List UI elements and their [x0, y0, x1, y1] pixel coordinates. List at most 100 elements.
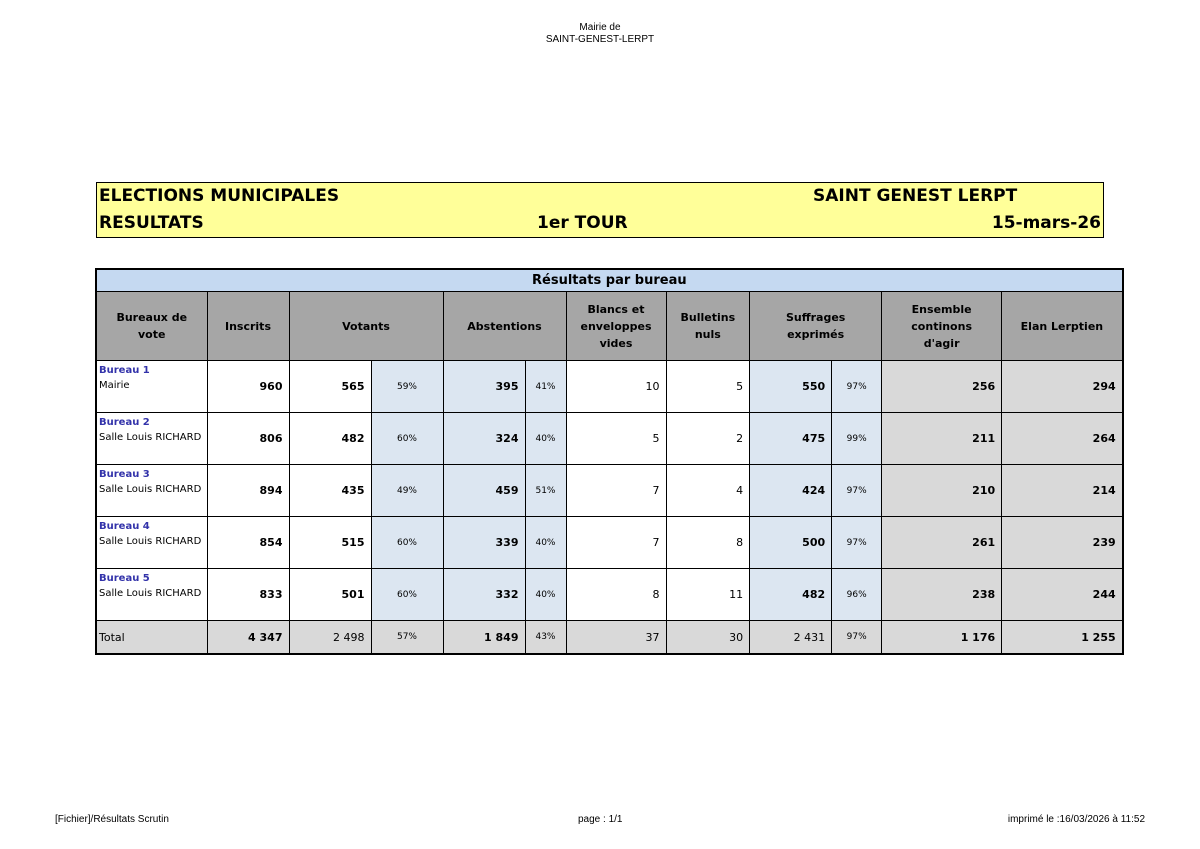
total-blancs: 37: [565, 620, 667, 655]
footer-file: [Fichier]/Résultats Scrutin: [55, 814, 169, 825]
bureau-name: Bureau 3: [99, 469, 150, 480]
footer-page: page : 1/1: [578, 814, 623, 825]
votants-cell: 482: [288, 412, 372, 465]
elan-cell: 214: [1001, 464, 1124, 517]
total-abstentions: 1 849: [442, 620, 526, 655]
abstentions-cell: 324: [442, 412, 526, 465]
bureau-name: Bureau 1: [99, 365, 150, 376]
abstentions-cell: 339: [442, 516, 526, 569]
votants-pct-cell: 60%: [370, 516, 444, 569]
votants-cell: 565: [288, 360, 372, 413]
bureau-name: Bureau 4: [99, 521, 150, 532]
blancs-cell: 8: [565, 568, 667, 621]
elan-cell: 294: [1001, 360, 1124, 413]
banner-title: ELECTIONS MUNICIPALES: [99, 186, 340, 206]
bureau-location: Salle Louis RICHARD: [99, 588, 202, 599]
abstentions-cell: 395: [442, 360, 526, 413]
abstentions-pct-cell: 40%: [524, 568, 567, 621]
elan-cell: 244: [1001, 568, 1124, 621]
nuls-cell: 2: [665, 412, 751, 465]
total-label: Total: [95, 620, 208, 655]
table-row: Bureau 4 Salle Louis RICHARD 854 515 60% 339 4…: [95, 516, 1124, 569]
total-exprimes: 2 431: [749, 620, 833, 655]
results-table: Résultats par bureau Bureaux de vote Insc…: [95, 268, 1124, 655]
column-header: Blancs et enveloppes vides: [565, 291, 667, 361]
header-line1: Mairie de: [579, 22, 621, 33]
banner-subtitle: RESULTATS: [99, 213, 204, 233]
exprimes-pct-cell: 97%: [831, 360, 883, 413]
inscrits-cell: 806: [206, 412, 290, 465]
header-line2: SAINT-GENEST-LERPT: [545, 34, 655, 45]
table-row: Bureau 3 Salle Louis RICHARD 894 435 49% 459 5…: [95, 464, 1124, 517]
column-header: Bureaux de vote: [95, 291, 208, 361]
bureau-name: Bureau 2: [99, 417, 150, 428]
exprimes-pct-cell: 97%: [831, 516, 883, 569]
column-header: Bulletins nuls: [665, 291, 751, 361]
bureau-location: Mairie: [99, 380, 130, 391]
inscrits-cell: 833: [206, 568, 290, 621]
abstentions-cell: 332: [442, 568, 526, 621]
ensemble-cell: 261: [881, 516, 1003, 569]
exprimes-cell: 482: [749, 568, 833, 621]
page-header: Mairie de SAINT-GENEST-LERPT: [0, 22, 1200, 46]
total-inscrits: 4 347: [206, 620, 290, 655]
ensemble-cell: 238: [881, 568, 1003, 621]
blancs-cell: 5: [565, 412, 667, 465]
votants-cell: 515: [288, 516, 372, 569]
bureau-location: Salle Louis RICHARD: [99, 536, 202, 547]
total-votants: 2 498: [288, 620, 372, 655]
banner-town: SAINT GENEST LERPT: [813, 186, 1018, 206]
exprimes-pct-cell: 97%: [831, 464, 883, 517]
exprimes-pct-cell: 96%: [831, 568, 883, 621]
votants-pct-cell: 60%: [370, 568, 444, 621]
column-header: Votants: [288, 291, 444, 361]
nuls-cell: 8: [665, 516, 751, 569]
blancs-cell: 7: [565, 464, 667, 517]
table-row: Bureau 2 Salle Louis RICHARD 806 482 60% 324 4…: [95, 412, 1124, 465]
total-row: Total 4 347 2 498 57% 1 849 43% 37 30 2 431 97% 1 …: [95, 620, 1124, 655]
inscrits-cell: 960: [206, 360, 290, 413]
table-row: Bureau 1 Mairie 960 565 59% 395 41% 10 5 550 97% 25…: [95, 360, 1124, 413]
elan-cell: 264: [1001, 412, 1124, 465]
table-title: Résultats par bureau: [95, 268, 1124, 292]
votants-cell: 501: [288, 568, 372, 621]
exprimes-cell: 475: [749, 412, 833, 465]
ensemble-cell: 210: [881, 464, 1003, 517]
banner-round: 1er TOUR: [537, 213, 628, 233]
total-elan: 1 255: [1001, 620, 1124, 655]
column-header: Suffrages exprimés: [749, 291, 883, 361]
abstentions-pct-cell: 40%: [524, 516, 567, 569]
exprimes-cell: 424: [749, 464, 833, 517]
votants-pct-cell: 60%: [370, 412, 444, 465]
bureau-cell: Bureau 2 Salle Louis RICHARD: [95, 412, 208, 465]
total-abstentions-pct: 43%: [524, 620, 567, 655]
footer-printed: imprimé le :16/03/2026 à 11:52: [1007, 814, 1145, 825]
bureau-location: Salle Louis RICHARD: [99, 432, 202, 443]
elan-cell: 239: [1001, 516, 1124, 569]
votants-pct-cell: 59%: [370, 360, 444, 413]
nuls-cell: 4: [665, 464, 751, 517]
votants-pct-cell: 49%: [370, 464, 444, 517]
banner-date: 15-mars-26: [991, 213, 1101, 233]
bureau-cell: Bureau 5 Salle Louis RICHARD: [95, 568, 208, 621]
bureau-name: Bureau 5: [99, 573, 150, 584]
exprimes-pct-cell: 99%: [831, 412, 883, 465]
exprimes-cell: 500: [749, 516, 833, 569]
abstentions-pct-cell: 40%: [524, 412, 567, 465]
nuls-cell: 5: [665, 360, 751, 413]
column-header: Inscrits: [206, 291, 290, 361]
total-nuls: 30: [665, 620, 751, 655]
bureau-cell: Bureau 4 Salle Louis RICHARD: [95, 516, 208, 569]
ensemble-cell: 211: [881, 412, 1003, 465]
abstentions-pct-cell: 51%: [524, 464, 567, 517]
bureau-cell: Bureau 1 Mairie: [95, 360, 208, 413]
total-votants-pct: 57%: [370, 620, 444, 655]
blancs-cell: 10: [565, 360, 667, 413]
bureau-location: Salle Louis RICHARD: [99, 484, 202, 495]
inscrits-cell: 854: [206, 516, 290, 569]
inscrits-cell: 894: [206, 464, 290, 517]
bureau-cell: Bureau 3 Salle Louis RICHARD: [95, 464, 208, 517]
blancs-cell: 7: [565, 516, 667, 569]
table-row: Bureau 5 Salle Louis RICHARD 833 501 60% 332 4…: [95, 568, 1124, 621]
column-header: Abstentions: [442, 291, 567, 361]
